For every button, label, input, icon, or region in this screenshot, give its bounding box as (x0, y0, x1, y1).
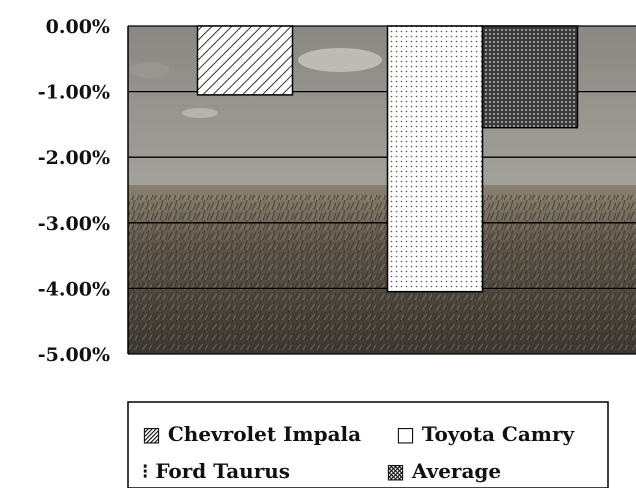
bar-toyota-camry (386, 25, 484, 293)
y-tick-label: -1.00% (38, 82, 110, 104)
y-tick-label: -2.00% (38, 147, 110, 169)
legend: ▨ Chevrolet Impala □ Toyota Camry ⁝ Ford… (127, 401, 609, 488)
legend-item-toyota-camry: □ Toyota Camry (396, 422, 576, 446)
bar-average (481, 25, 579, 129)
y-tick-labels: 0.00% -1.00% -2.00% -3.00% -4.00% -5.00% (38, 16, 110, 366)
bars (196, 25, 579, 293)
y-tick-label: -5.00% (38, 344, 110, 366)
y-tick-label: 0.00% (46, 16, 110, 38)
bar-chevrolet-impala (196, 25, 294, 96)
legend-item-chevrolet-impala: ▨ Chevrolet Impala (142, 422, 361, 446)
legend-item-ford-taurus: ⁝ Ford Taurus (142, 459, 290, 483)
y-tick-label: -3.00% (38, 213, 110, 235)
legend-item-average: ▩ Average (386, 459, 501, 483)
y-tick-label: -4.00% (38, 278, 110, 300)
legend-box (127, 401, 609, 488)
